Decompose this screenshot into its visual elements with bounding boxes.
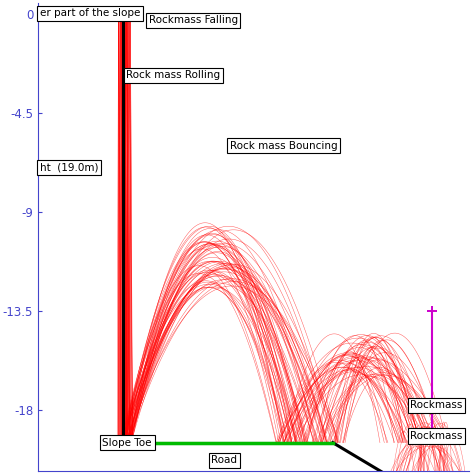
Text: River: River <box>0 473 1 474</box>
Text: Rockmass: Rockmass <box>410 400 463 410</box>
Text: Rockmass: Rockmass <box>410 431 463 441</box>
Text: Road: Road <box>211 455 237 465</box>
Text: Rockmass Falling: Rockmass Falling <box>148 15 237 26</box>
Text: Slope Toe: Slope Toe <box>102 438 152 447</box>
Text: Slope After the Road: Slope After the Road <box>0 473 1 474</box>
Text: Rock mass Rolling: Rock mass Rolling <box>127 70 220 81</box>
Text: er part of the slope: er part of the slope <box>40 8 140 18</box>
Text: ht  (19.0m): ht (19.0m) <box>40 163 99 173</box>
Text: Rock mass Bouncing: Rock mass Bouncing <box>229 141 337 151</box>
